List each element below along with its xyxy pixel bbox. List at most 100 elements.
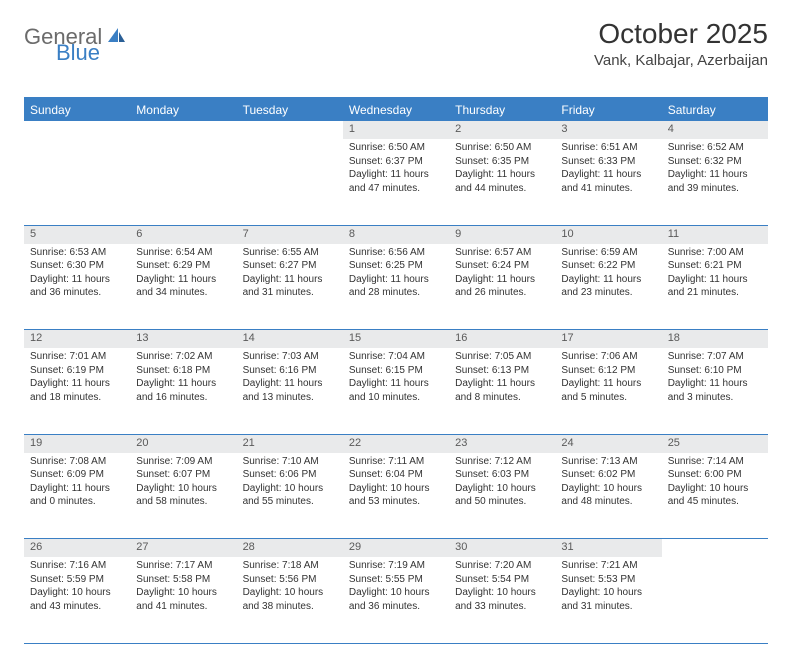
day-details: Sunrise: 7:06 AMSunset: 6:12 PMDaylight:… [555,348,661,408]
day-cell: Sunrise: 7:01 AMSunset: 6:19 PMDaylight:… [24,348,130,434]
location: Vank, Kalbajar, Azerbaijan [594,52,768,69]
sunset-line: Sunset: 6:10 PM [668,364,762,378]
daynum-row: 567891011 [24,225,768,244]
day-number-cell: 12 [24,330,130,349]
daylight-line: Daylight: 11 hours and 18 minutes. [30,377,124,404]
day-number-cell: 23 [449,434,555,453]
daynum-row: 19202122232425 [24,434,768,453]
sunrise-line: Sunrise: 7:17 AM [136,559,230,573]
day-number: 15 [343,330,449,348]
day-details: Sunrise: 7:01 AMSunset: 6:19 PMDaylight:… [24,348,130,408]
day-number: 1 [343,121,449,139]
day-number: 30 [449,539,555,557]
day-details: Sunrise: 7:17 AMSunset: 5:58 PMDaylight:… [130,557,236,617]
day-details: Sunrise: 6:57 AMSunset: 6:24 PMDaylight:… [449,244,555,304]
day-cell: Sunrise: 6:52 AMSunset: 6:32 PMDaylight:… [662,139,768,225]
day-number: 12 [24,330,130,348]
daylight-line: Daylight: 10 hours and 43 minutes. [30,586,124,613]
day-number-cell: 21 [237,434,343,453]
week-row: Sunrise: 7:16 AMSunset: 5:59 PMDaylight:… [24,557,768,643]
daylight-line: Daylight: 11 hours and 16 minutes. [136,377,230,404]
daylight-line: Daylight: 10 hours and 31 minutes. [561,586,655,613]
day-cell [24,139,130,225]
sunrise-line: Sunrise: 7:11 AM [349,455,443,469]
day-number-cell: 5 [24,225,130,244]
day-details: Sunrise: 6:52 AMSunset: 6:32 PMDaylight:… [662,139,768,199]
day-number: 29 [343,539,449,557]
day-details: Sunrise: 6:55 AMSunset: 6:27 PMDaylight:… [237,244,343,304]
sunset-line: Sunset: 5:53 PM [561,573,655,587]
day-number-cell: 7 [237,225,343,244]
day-details: Sunrise: 7:03 AMSunset: 6:16 PMDaylight:… [237,348,343,408]
day-details: Sunrise: 7:02 AMSunset: 6:18 PMDaylight:… [130,348,236,408]
sunset-line: Sunset: 6:24 PM [455,259,549,273]
sunrise-line: Sunrise: 7:13 AM [561,455,655,469]
daylight-line: Daylight: 10 hours and 36 minutes. [349,586,443,613]
daylight-line: Daylight: 11 hours and 0 minutes. [30,482,124,509]
sunrise-line: Sunrise: 6:51 AM [561,141,655,155]
sunrise-line: Sunrise: 7:16 AM [30,559,124,573]
day-number-cell: 24 [555,434,661,453]
day-cell: Sunrise: 7:00 AMSunset: 6:21 PMDaylight:… [662,244,768,330]
day-number-cell [130,121,236,139]
sunrise-line: Sunrise: 6:53 AM [30,246,124,260]
sunset-line: Sunset: 6:12 PM [561,364,655,378]
sunrise-line: Sunrise: 7:02 AM [136,350,230,364]
sunset-line: Sunset: 6:25 PM [349,259,443,273]
day-details: Sunrise: 6:50 AMSunset: 6:35 PMDaylight:… [449,139,555,199]
day-number-cell: 8 [343,225,449,244]
sunrise-line: Sunrise: 7:06 AM [561,350,655,364]
day-number-cell: 27 [130,539,236,558]
day-number: 7 [237,226,343,244]
day-number: 16 [449,330,555,348]
day-number-cell: 26 [24,539,130,558]
day-number-cell: 1 [343,121,449,139]
day-cell: Sunrise: 6:54 AMSunset: 6:29 PMDaylight:… [130,244,236,330]
daylight-line: Daylight: 10 hours and 53 minutes. [349,482,443,509]
day-details: Sunrise: 7:14 AMSunset: 6:00 PMDaylight:… [662,453,768,513]
header: General October 2025 Vank, Kalbajar, Aze… [24,18,768,69]
day-number: 13 [130,330,236,348]
sunset-line: Sunset: 6:30 PM [30,259,124,273]
sunset-line: Sunset: 6:09 PM [30,468,124,482]
day-details: Sunrise: 6:53 AMSunset: 6:30 PMDaylight:… [24,244,130,304]
day-details: Sunrise: 7:07 AMSunset: 6:10 PMDaylight:… [662,348,768,408]
daylight-line: Daylight: 10 hours and 41 minutes. [136,586,230,613]
day-cell: Sunrise: 7:05 AMSunset: 6:13 PMDaylight:… [449,348,555,434]
col-friday: Friday [555,98,661,121]
day-number-cell: 9 [449,225,555,244]
day-number: 23 [449,435,555,453]
week-row: Sunrise: 7:01 AMSunset: 6:19 PMDaylight:… [24,348,768,434]
day-details: Sunrise: 7:21 AMSunset: 5:53 PMDaylight:… [555,557,661,617]
sunrise-line: Sunrise: 7:09 AM [136,455,230,469]
sunrise-line: Sunrise: 7:05 AM [455,350,549,364]
sunset-line: Sunset: 6:29 PM [136,259,230,273]
day-cell: Sunrise: 6:55 AMSunset: 6:27 PMDaylight:… [237,244,343,330]
day-cell: Sunrise: 7:16 AMSunset: 5:59 PMDaylight:… [24,557,130,643]
day-number-cell [237,121,343,139]
day-number: 22 [343,435,449,453]
sunset-line: Sunset: 6:33 PM [561,155,655,169]
daylight-line: Daylight: 10 hours and 50 minutes. [455,482,549,509]
day-details: Sunrise: 6:50 AMSunset: 6:37 PMDaylight:… [343,139,449,199]
daylight-line: Daylight: 11 hours and 5 minutes. [561,377,655,404]
day-number-cell [662,539,768,558]
day-cell: Sunrise: 7:08 AMSunset: 6:09 PMDaylight:… [24,453,130,539]
daylight-line: Daylight: 11 hours and 13 minutes. [243,377,337,404]
day-number-cell: 6 [130,225,236,244]
daylight-line: Daylight: 11 hours and 28 minutes. [349,273,443,300]
day-cell [662,557,768,643]
col-tuesday: Tuesday [237,98,343,121]
day-number: 4 [662,121,768,139]
daylight-line: Daylight: 10 hours and 45 minutes. [668,482,762,509]
day-cell: Sunrise: 7:14 AMSunset: 6:00 PMDaylight:… [662,453,768,539]
col-sunday: Sunday [24,98,130,121]
sunset-line: Sunset: 6:06 PM [243,468,337,482]
daylight-line: Daylight: 11 hours and 39 minutes. [668,168,762,195]
daylight-line: Daylight: 11 hours and 41 minutes. [561,168,655,195]
day-details: Sunrise: 7:11 AMSunset: 6:04 PMDaylight:… [343,453,449,513]
daylight-line: Daylight: 10 hours and 38 minutes. [243,586,337,613]
sunset-line: Sunset: 5:58 PM [136,573,230,587]
sunrise-line: Sunrise: 6:55 AM [243,246,337,260]
sail-icon [106,26,126,49]
